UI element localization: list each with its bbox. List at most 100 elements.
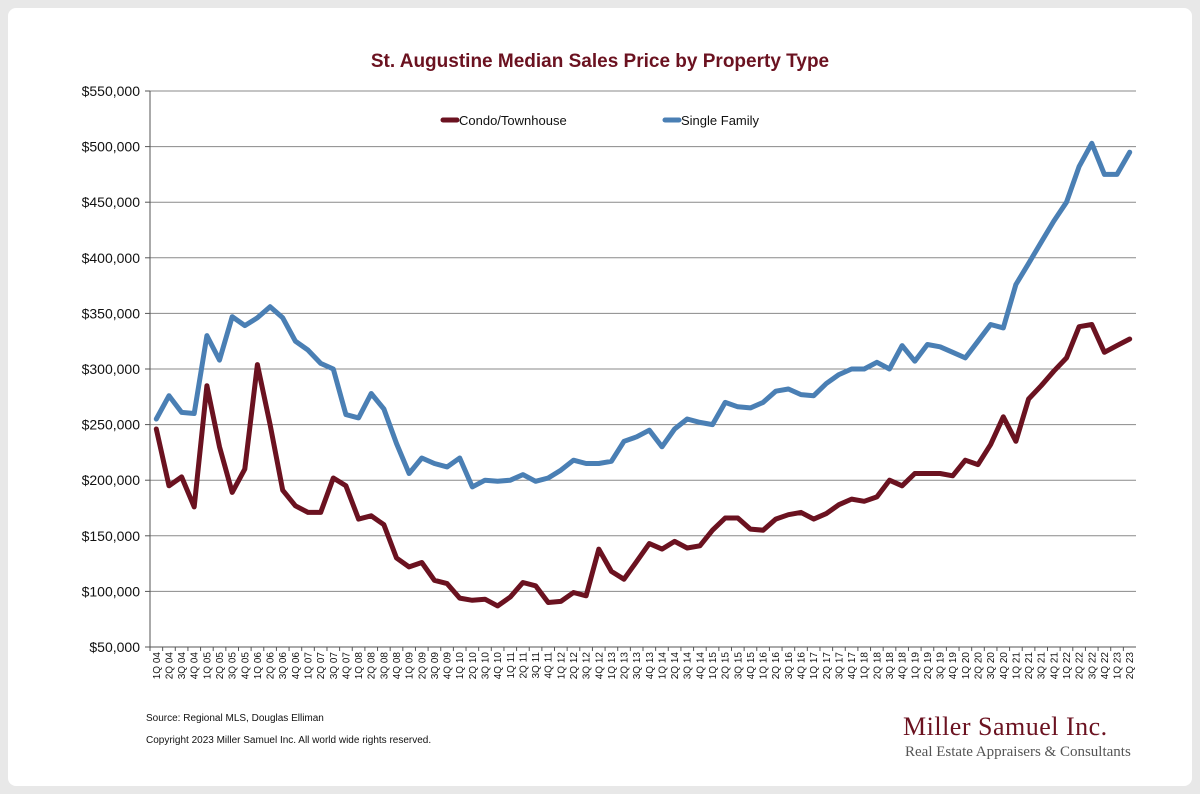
x-tick-label: 1Q 07	[304, 652, 315, 680]
x-tick-label: 3Q 15	[733, 652, 744, 680]
x-tick-label: 2Q 23	[1125, 652, 1136, 680]
x-tick-label: 2Q 07	[316, 652, 327, 680]
y-tick-label: $300,000	[82, 361, 141, 377]
y-tick-label: $450,000	[82, 194, 141, 210]
y-tick-label: $150,000	[82, 528, 141, 544]
x-tick-label: 1Q 13	[607, 652, 618, 680]
x-tick-label: 2Q 05	[215, 652, 226, 680]
x-tick-label: 3Q 05	[228, 652, 239, 680]
x-tick-label: 4Q 04	[190, 652, 201, 680]
source-note: Source: Regional MLS, Douglas Elliman	[146, 713, 324, 724]
x-tick-label: 4Q 19	[948, 652, 959, 680]
x-tick-label: 4Q 06	[291, 652, 302, 680]
x-tick-label: 2Q 20	[973, 652, 984, 680]
y-tick-label: $200,000	[82, 472, 141, 488]
x-tick-label: 4Q 14	[695, 652, 706, 680]
chart-title: St. Augustine Median Sales Price by Prop…	[371, 51, 829, 72]
legend-label: Single Family	[681, 113, 760, 128]
axes: $50,000 $100,000 $150,000 $200,000 $250,000 $…	[82, 83, 1137, 679]
x-tick-label: 2Q 19	[923, 652, 934, 680]
x-tick-label: 4Q 20	[999, 652, 1010, 680]
x-tick-label: 1Q 05	[202, 652, 213, 680]
x-tick-label: 4Q 18	[898, 652, 909, 680]
x-tick-label: 2Q 13	[620, 652, 631, 680]
copyright-note: Copyright 2023 Miller Samuel Inc. All wo…	[146, 735, 432, 746]
x-tick-label: 3Q 06	[278, 652, 289, 680]
x-tick-label: 2Q 10	[468, 652, 479, 680]
x-tick-label: 1Q 08	[354, 652, 365, 680]
series-line-condo-townhouse	[153, 322, 1133, 609]
x-tick-label: 1Q 18	[860, 652, 871, 680]
x-tick-label: 3Q 09	[430, 652, 441, 680]
x-tick-label: 2Q 09	[417, 652, 428, 680]
x-tick-label: 4Q 21	[1049, 652, 1060, 680]
x-tick-label: 3Q 10	[480, 652, 491, 680]
x-tick-label: 3Q 04	[177, 652, 188, 680]
x-tick-label: 3Q 18	[885, 652, 896, 680]
x-tick-label: 3Q 17	[834, 652, 845, 680]
x-tick-label: 3Q 14	[683, 652, 694, 680]
series-line-single-family	[153, 140, 1133, 490]
x-tick-label: 3Q 13	[632, 652, 643, 680]
x-tick-label: 2Q 22	[1075, 652, 1086, 680]
x-tick-label: 4Q 17	[847, 652, 858, 680]
brand-logo-name: Miller Samuel Inc.	[903, 712, 1108, 741]
x-tick-label: 2Q 06	[266, 652, 277, 680]
x-tick-label: 4Q 10	[493, 652, 504, 680]
x-tick-label: 1Q 22	[1062, 652, 1073, 680]
x-tick-label: 2Q 15	[721, 652, 732, 680]
brand-tagline: Real Estate Appraisers & Consultants	[905, 744, 1131, 760]
x-tick-label: 4Q 09	[443, 652, 454, 680]
x-tick-label: 4Q 08	[392, 652, 403, 680]
x-tick-label: 3Q 12	[582, 652, 593, 680]
series	[153, 140, 1133, 609]
x-tick-label: 1Q 15	[708, 652, 719, 680]
y-tick-label: $100,000	[82, 583, 141, 599]
x-tick-label: 1Q 06	[253, 652, 264, 680]
x-tick-label: 2Q 14	[670, 652, 681, 680]
x-tick-label: 1Q 09	[405, 652, 416, 680]
x-tick-label: 3Q 19	[936, 652, 947, 680]
y-tick-label: $50,000	[89, 639, 140, 655]
x-tick-label: 1Q 20	[961, 652, 972, 680]
x-tick-label: 3Q 22	[1087, 652, 1098, 680]
x-tick-label: 1Q 12	[556, 652, 567, 680]
x-tick-label: 2Q 18	[872, 652, 883, 680]
x-tick-label: 1Q 10	[455, 652, 466, 680]
x-tick-label: 4Q 15	[746, 652, 757, 680]
x-tick-label: 3Q 08	[379, 652, 390, 680]
x-tick-label: 4Q 12	[594, 652, 605, 680]
x-tick-label: 2Q 12	[569, 652, 580, 680]
y-tick-label: $500,000	[82, 139, 141, 155]
x-tick-label: 2Q 16	[771, 652, 782, 680]
x-tick-label: 4Q 22	[1100, 652, 1111, 680]
x-tick-label: 4Q 11	[544, 652, 555, 679]
x-tick-label: 1Q 17	[809, 652, 820, 680]
x-tick-label: 3Q 07	[329, 652, 340, 680]
y-tick-label: $550,000	[82, 83, 141, 99]
x-tick-label: 4Q 16	[797, 652, 808, 680]
x-tick-label: 3Q 11	[531, 652, 542, 679]
x-tick-label: 2Q 11	[518, 652, 529, 679]
x-tick-label: 2Q 04	[164, 652, 175, 680]
legend: Condo/Townhouse Single Family	[440, 113, 760, 128]
x-tick-label: 3Q 20	[986, 652, 997, 680]
x-tick-label: 2Q 17	[822, 652, 833, 680]
x-tick-label: 2Q 08	[367, 652, 378, 680]
x-tick-label: 4Q 07	[341, 652, 352, 680]
x-tick-label: 1Q 16	[759, 652, 770, 680]
x-tick-label: 1Q 23	[1113, 652, 1124, 680]
y-tick-label: $400,000	[82, 250, 141, 266]
grid	[150, 90, 1136, 648]
x-tick-label: 1Q 14	[657, 652, 668, 680]
x-tick-label: 3Q 16	[784, 652, 795, 680]
y-tick-label: $250,000	[82, 417, 141, 433]
x-tick-label: 1Q 11	[506, 652, 517, 679]
x-tick-label: 1Q 21	[1011, 652, 1022, 680]
x-tick-label: 3Q 21	[1037, 652, 1048, 680]
x-tick-label: 4Q 13	[645, 652, 656, 680]
y-tick-label: $350,000	[82, 305, 141, 321]
x-tick-label: 2Q 21	[1024, 652, 1035, 680]
x-tick-label: 1Q 19	[910, 652, 921, 680]
